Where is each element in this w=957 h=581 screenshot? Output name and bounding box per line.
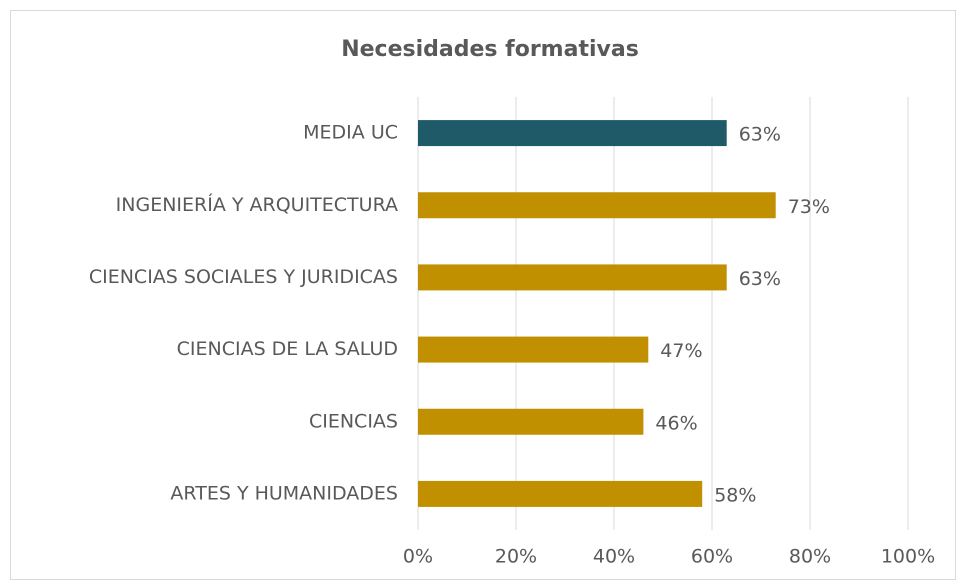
bar	[418, 264, 727, 291]
y-tick-label: MEDIA UC	[303, 122, 398, 144]
data-label: 63%	[739, 268, 781, 290]
y-tick-label: CIENCIAS SOCIALES Y JURIDICAS	[89, 266, 398, 288]
bar	[418, 120, 727, 147]
bar	[418, 192, 776, 219]
x-tick-label: 60%	[691, 546, 733, 568]
bar	[418, 408, 644, 435]
data-label: 58%	[714, 484, 756, 506]
data-label: 47%	[660, 340, 702, 362]
data-label: 73%	[788, 196, 830, 218]
x-tick-label: 80%	[789, 546, 831, 568]
y-tick-label: CIENCIAS	[309, 410, 398, 432]
y-tick-label: CIENCIAS DE LA SALUD	[177, 338, 398, 360]
x-tick-label: 100%	[881, 546, 935, 568]
x-tick-label: 40%	[593, 546, 635, 568]
bar	[418, 336, 649, 363]
x-tick-label: 20%	[495, 546, 537, 568]
y-tick-label: INGENIERÍA Y ARQUITECTURA	[116, 193, 398, 216]
data-label: 46%	[655, 412, 697, 434]
x-tick-label: 0%	[403, 546, 433, 568]
bar	[418, 480, 703, 507]
data-label: 63%	[739, 124, 781, 146]
chart-title: Necesidades formativas	[341, 37, 639, 62]
y-tick-label: ARTES Y HUMANIDADES	[170, 482, 398, 504]
